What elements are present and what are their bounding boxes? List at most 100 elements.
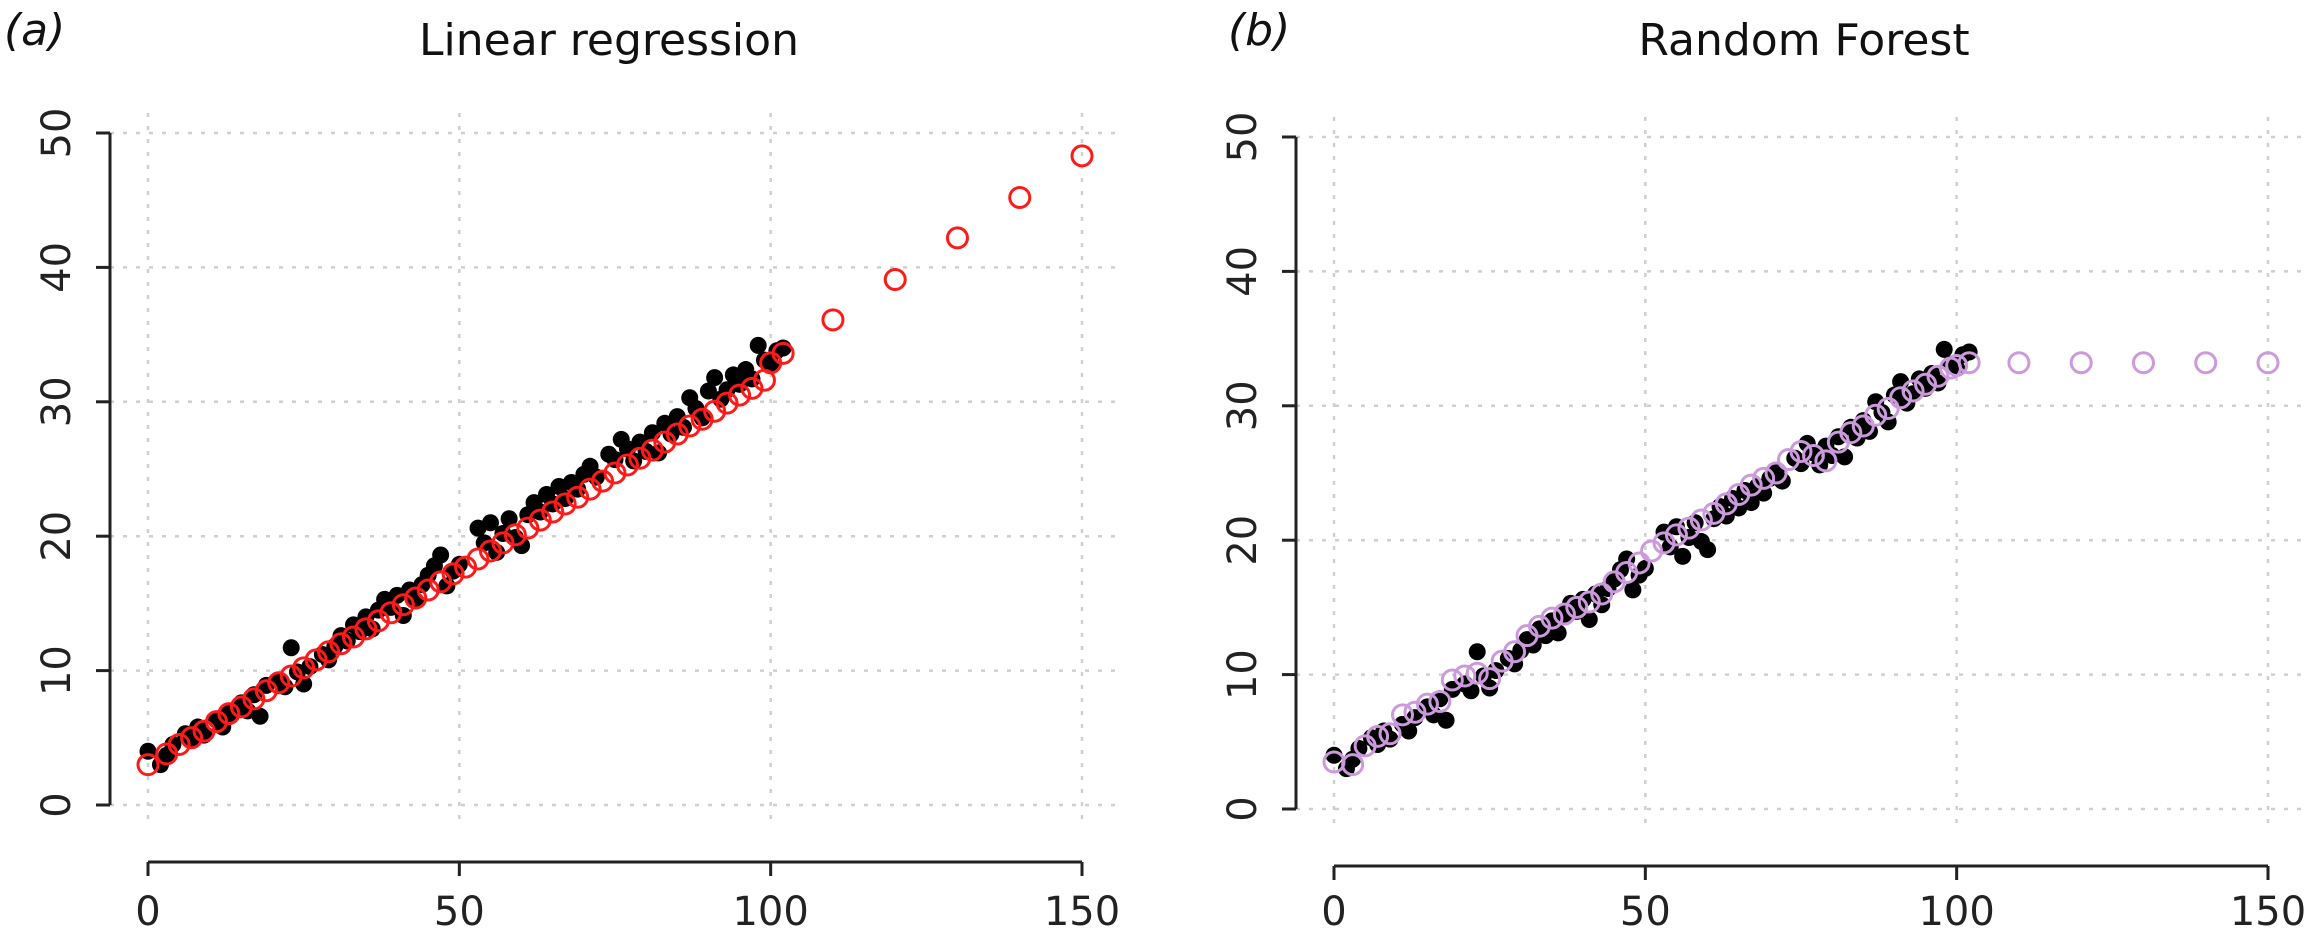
predicted-point <box>883 267 907 291</box>
x-tick-label: 100 <box>1918 889 1994 935</box>
predicted-point <box>1627 551 1651 575</box>
observed-point <box>282 639 300 657</box>
grid-layer <box>1296 117 2308 829</box>
predicted-point <box>516 516 540 540</box>
predicted-point <box>1789 439 1813 463</box>
observed-point <box>500 510 518 528</box>
predicted-point <box>1465 661 1489 685</box>
observed-point <box>513 537 531 555</box>
predicted-point <box>690 407 714 431</box>
predicted-point <box>204 710 228 734</box>
grid-layer <box>110 113 1122 825</box>
predicted-point <box>1739 473 1763 497</box>
x-tick-label: 50 <box>434 889 485 935</box>
predicted-point <box>341 625 365 649</box>
predicted-point <box>1914 372 1938 396</box>
predicted-point <box>1403 700 1427 724</box>
predicted-point <box>653 430 677 454</box>
observed-point <box>1437 711 1455 729</box>
panel-title-random-forest: Random Forest <box>1638 15 1969 66</box>
observed-point <box>1699 541 1717 559</box>
predicted-point <box>1689 508 1713 532</box>
observed-point <box>1431 690 1449 708</box>
y-tick-label: 10 <box>34 645 80 696</box>
predicted-point <box>354 617 378 641</box>
observed-point <box>1624 581 1642 599</box>
observed-point <box>481 514 499 532</box>
predicted-point <box>304 648 328 672</box>
predicted-point <box>503 523 527 547</box>
y-tick-label: 40 <box>1220 246 1266 297</box>
predicted-point <box>678 414 702 438</box>
points-layer <box>136 144 1094 777</box>
predicted-point <box>665 422 689 446</box>
axes-layer: 0 50 100 150 0 10 20 30 40 50 <box>34 108 1120 935</box>
predicted-point <box>491 531 515 555</box>
predicted-point <box>1640 539 1664 563</box>
predicted-point <box>715 391 739 415</box>
predicted-point <box>404 586 428 610</box>
predicted-point <box>1008 186 1032 210</box>
predicted-point <box>416 578 440 602</box>
predicted-point <box>279 664 303 688</box>
predicted-point <box>1341 753 1365 777</box>
predicted-point <box>1540 606 1564 630</box>
predicted-point <box>2007 351 2031 375</box>
observed-point <box>1935 340 1953 358</box>
predicted-point <box>1527 614 1551 638</box>
y-tick-label: 0 <box>34 792 80 817</box>
observed-point <box>1674 547 1692 565</box>
observed-point <box>706 369 724 387</box>
y-tick-label: 50 <box>1220 112 1266 163</box>
panel-random-forest: (b) Random Forest 0 50 100 150 0 10 20 30 40 50 <box>1220 5 2308 935</box>
predicted-point <box>1366 724 1390 748</box>
predicted-point <box>541 500 565 524</box>
x-tick-label: 150 <box>2230 889 2306 935</box>
predicted-point <box>1926 364 1950 388</box>
panel-letter-a: (a) <box>4 5 65 56</box>
panel-title-linear-regression: Linear regression <box>419 15 799 66</box>
predicted-point <box>728 383 752 407</box>
predicted-point <box>1577 590 1601 614</box>
predicted-point <box>1478 667 1502 691</box>
predicted-point <box>603 461 627 485</box>
predicted-point <box>1390 703 1414 727</box>
predicted-point <box>566 485 590 509</box>
predicted-point <box>1752 466 1776 490</box>
x-tick-label: 150 <box>1044 889 1120 935</box>
predicted-point <box>1378 722 1402 746</box>
observed-point <box>699 382 717 400</box>
predicted-point <box>391 593 415 617</box>
observed-point <box>1325 746 1343 764</box>
predicted-point <box>167 733 191 757</box>
predicted-point <box>1864 403 1888 427</box>
predicted-point <box>229 695 253 719</box>
y-tick-label: 30 <box>1220 380 1266 431</box>
y-tick-label: 0 <box>1220 796 1266 821</box>
predicted-point <box>1415 692 1439 716</box>
predicted-point <box>1901 379 1925 403</box>
predicted-point <box>1070 144 1094 168</box>
predicted-point <box>1777 448 1801 472</box>
predicted-point <box>1440 668 1464 692</box>
predicted-point <box>379 601 403 625</box>
predicted-point <box>1801 444 1825 468</box>
predicted-point <box>429 570 453 594</box>
predicted-point <box>136 753 160 777</box>
predicted-point <box>640 438 664 462</box>
x-tick-label: 0 <box>1321 889 1346 935</box>
predicted-point <box>180 726 204 750</box>
predicted-point <box>1677 516 1701 540</box>
predicted-point <box>1590 582 1614 606</box>
predicted-point <box>441 562 465 586</box>
predicted-point <box>771 341 795 365</box>
predicted-point <box>317 640 341 664</box>
predicted-point <box>591 469 615 493</box>
y-tick-label: 40 <box>34 242 80 293</box>
axes-layer: 0 50 100 150 0 10 20 30 40 50 <box>1220 112 2306 935</box>
observed-point <box>251 707 269 725</box>
predicted-point <box>945 226 969 250</box>
predicted-point <box>740 376 764 400</box>
predicted-point <box>1889 386 1913 410</box>
